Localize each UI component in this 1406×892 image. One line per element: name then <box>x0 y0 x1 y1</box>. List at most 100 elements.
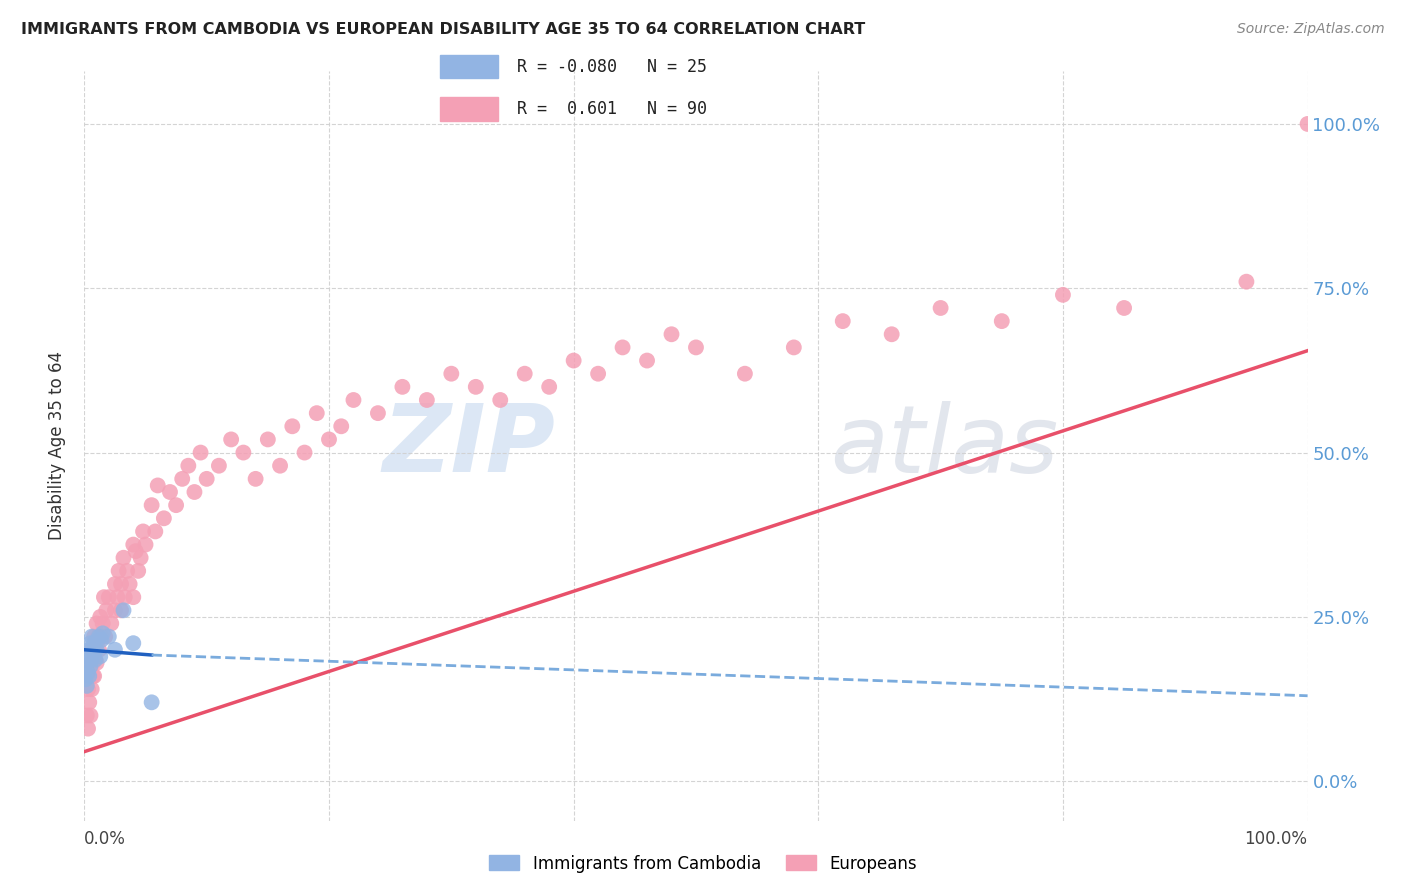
FancyBboxPatch shape <box>440 97 498 120</box>
Point <box>107 564 129 578</box>
Point <box>122 636 145 650</box>
Point <box>90 630 112 644</box>
Point <box>112 603 135 617</box>
Point <box>612 340 634 354</box>
Text: 0.0%: 0.0% <box>84 830 127 848</box>
Y-axis label: Disability Age 35 to 64: Disability Age 35 to 64 <box>48 351 66 541</box>
Point <box>112 550 135 565</box>
Point <box>91 616 114 631</box>
Point <box>87 632 110 647</box>
Point <box>1236 275 1258 289</box>
Point <box>105 590 128 604</box>
Point <box>294 445 316 459</box>
Point <box>538 380 561 394</box>
Point <box>661 327 683 342</box>
Point <box>86 642 108 657</box>
Point <box>281 419 304 434</box>
Point <box>96 603 118 617</box>
Point <box>76 708 98 723</box>
Point <box>489 392 512 407</box>
Point <box>79 656 101 670</box>
Point <box>141 695 163 709</box>
Text: ZIP: ZIP <box>382 400 555 492</box>
Point <box>208 458 231 473</box>
Point <box>367 406 389 420</box>
Point <box>1296 117 1319 131</box>
Point <box>245 472 267 486</box>
Point <box>232 445 254 459</box>
Point <box>84 652 107 666</box>
Point <box>159 485 181 500</box>
Point <box>269 458 291 473</box>
Point <box>97 630 120 644</box>
Point <box>172 472 194 486</box>
Point <box>77 722 100 736</box>
Point <box>94 630 117 644</box>
Point <box>80 642 103 657</box>
Point <box>342 392 364 407</box>
Point <box>110 577 132 591</box>
Point <box>305 406 328 420</box>
Point <box>79 659 101 673</box>
Point <box>82 656 104 670</box>
Point <box>76 679 98 693</box>
Point <box>76 656 98 670</box>
Point <box>93 590 115 604</box>
Point <box>118 577 141 591</box>
Point <box>80 630 103 644</box>
Point <box>86 656 108 670</box>
Point <box>122 538 145 552</box>
Point <box>318 433 340 447</box>
Point <box>132 524 155 539</box>
Point <box>929 301 952 315</box>
Point <box>127 564 149 578</box>
Text: atlas: atlas <box>831 401 1059 491</box>
Point <box>89 610 111 624</box>
Point <box>122 590 145 604</box>
Point <box>391 380 413 394</box>
Point <box>89 649 111 664</box>
Point <box>86 616 108 631</box>
Point <box>82 669 104 683</box>
Point <box>79 708 101 723</box>
Point <box>219 433 242 447</box>
Point <box>513 367 536 381</box>
Point <box>831 314 853 328</box>
Point <box>84 642 107 657</box>
Point <box>464 380 486 394</box>
Point <box>190 445 212 459</box>
Point <box>141 498 163 512</box>
Point <box>440 367 463 381</box>
Point <box>1052 288 1074 302</box>
Point <box>991 314 1014 328</box>
Point <box>143 524 166 539</box>
Point <box>125 544 148 558</box>
Point <box>77 649 100 664</box>
Point <box>79 636 101 650</box>
FancyBboxPatch shape <box>440 54 498 78</box>
Point <box>734 367 756 381</box>
Point <box>146 478 169 492</box>
Point <box>110 603 132 617</box>
Point <box>90 632 112 647</box>
Point <box>77 642 100 657</box>
Point <box>1114 301 1136 315</box>
Point <box>83 669 105 683</box>
Point <box>115 564 138 578</box>
Point <box>83 630 105 644</box>
Point <box>87 630 110 644</box>
Point <box>91 626 114 640</box>
Point <box>77 669 100 683</box>
Point <box>83 636 105 650</box>
Point <box>330 419 353 434</box>
Point <box>183 485 205 500</box>
Point <box>416 392 439 407</box>
Text: R =  0.601   N = 90: R = 0.601 N = 90 <box>517 100 707 118</box>
Point <box>87 630 110 644</box>
Point <box>82 646 104 660</box>
Point <box>257 433 280 447</box>
Point <box>129 550 152 565</box>
Text: 100.0%: 100.0% <box>1244 830 1308 848</box>
Point <box>165 498 187 512</box>
Point <box>77 669 100 683</box>
